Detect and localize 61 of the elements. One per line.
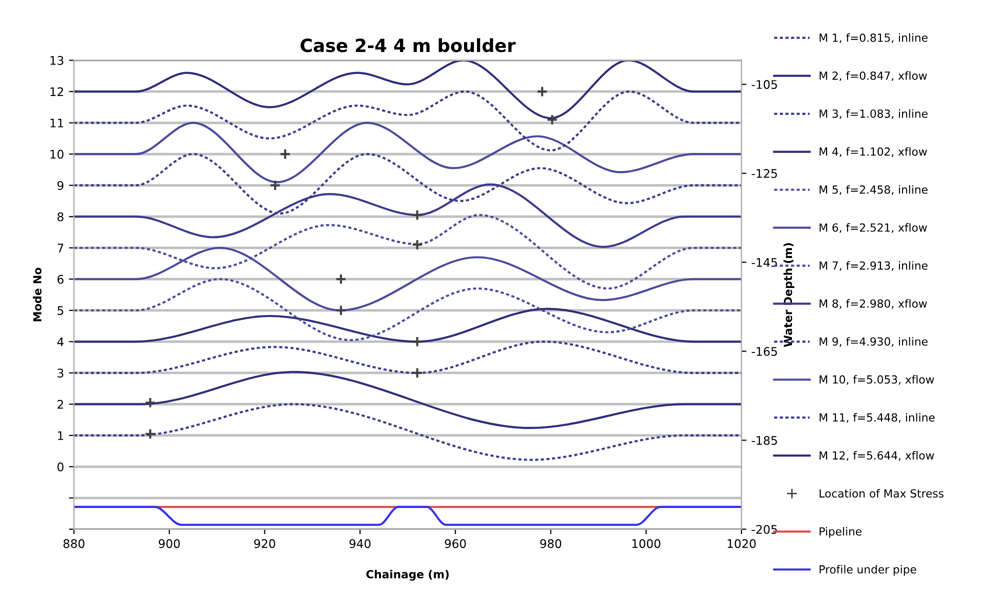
y-tick-label: 9 [57, 181, 64, 190]
x-axis-title: Chainage (m) [366, 570, 449, 581]
x-tick-label: 1020 [728, 539, 756, 548]
legend-label: Location of Max Stress [820, 489, 944, 498]
line-series [74, 90, 742, 152]
y-axis-title: Mode No [32, 268, 42, 322]
x-tick-label: 920 [254, 539, 276, 548]
x-tick-label: 900 [158, 539, 180, 548]
y2-tick-label: -145 [752, 258, 777, 267]
chart-title: Case 2-4 4 m boulder [300, 38, 516, 52]
y-tick-label: 12 [50, 87, 64, 96]
x-tick-label: 960 [444, 539, 466, 548]
x-tick-label: 1000 [632, 539, 660, 548]
y-tick-label: 10 [50, 150, 64, 159]
y-tick-label: 11 [50, 118, 64, 128]
legend-label: Profile under pipe [820, 564, 916, 576]
legend-label: M 5, f=2.458, inline [820, 185, 928, 195]
point [412, 239, 423, 250]
y2-tick-label: -205 [752, 524, 777, 534]
y-tick-label: 13 [50, 56, 64, 65]
legend-label: M 9, f=4.930, inline [820, 337, 928, 347]
legend-label: M 7, f=2.913, inline [820, 261, 928, 271]
legend-label: M 3, f=1.083, inline [820, 109, 928, 119]
y-tick-label: 3 [58, 368, 64, 378]
point [412, 367, 423, 379]
y-tick-label: 6 [58, 274, 64, 284]
y-tick-label: 8 [58, 212, 64, 222]
legend-label: M 6, f=2.521, xflow [820, 223, 927, 233]
point [546, 114, 558, 126]
legend-label: M 12, f=5.644, xflow [820, 451, 934, 461]
y-tick-label: 0 [57, 462, 64, 472]
y-tick-label: 2 [58, 400, 64, 409]
point [144, 396, 156, 408]
y2-tick-label: -105 [752, 80, 777, 89]
point [335, 273, 347, 285]
legend-label: M 10, f=5.053, xflow [820, 375, 934, 385]
point [269, 180, 281, 192]
line-series [74, 278, 742, 342]
y-tick-label: 5 [58, 306, 64, 316]
y-tick-label: 4 [57, 338, 64, 346]
x-tick-label: 980 [540, 539, 562, 548]
y-tick-label: 1 [58, 431, 64, 440]
y2-tick-label: -185 [752, 436, 777, 445]
legend-label: M 4, f=1.102, xflow [820, 147, 927, 157]
line-series [74, 122, 742, 184]
point [144, 428, 156, 440]
point [335, 304, 347, 316]
legend-label: M 2, f=0.847, xflow [820, 71, 927, 82]
point [279, 148, 291, 160]
legend-label: Pipeline [820, 526, 862, 538]
y2-tick-label: -125 [752, 169, 777, 178]
legend-label: M 8, f=2.980, xflow [820, 299, 927, 309]
x-tick-label: 880 [63, 539, 84, 548]
point [536, 86, 548, 98]
point [412, 336, 423, 348]
x-tick-label: 940 [350, 539, 371, 548]
y2-tick-label: -165 [752, 346, 777, 356]
y-tick-label: 7 [58, 244, 64, 252]
legend-label: M 11, f=5.448, inline [820, 413, 935, 423]
point [412, 209, 423, 221]
legend-label: M 1, f=0.815, inline [820, 33, 928, 44]
